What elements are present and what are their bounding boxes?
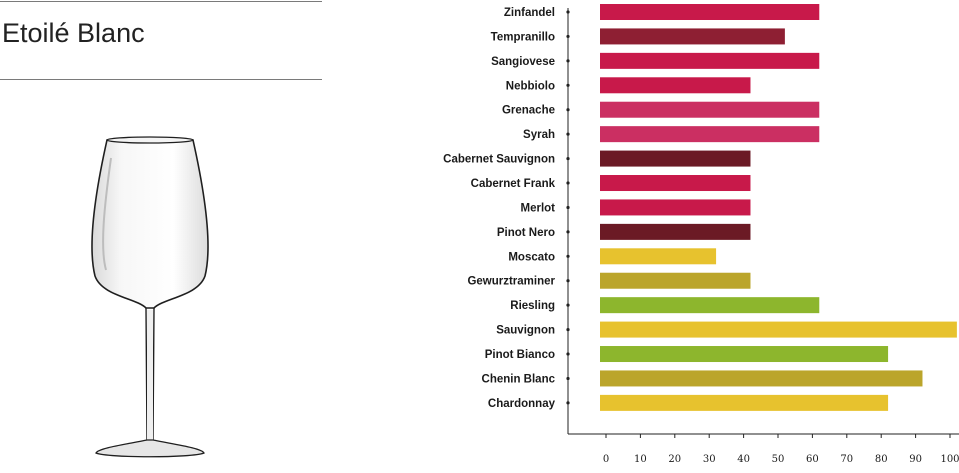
category-label: Sauvignon	[496, 325, 555, 337]
x-tick-label: 20	[668, 454, 681, 465]
bar	[600, 394, 889, 411]
x-tick-label: 80	[875, 454, 888, 465]
bar	[600, 150, 751, 167]
category-label: Riesling	[510, 300, 555, 312]
y-tick-mark	[566, 376, 570, 381]
y-tick-mark	[566, 303, 570, 307]
bar	[600, 272, 751, 289]
category-label: Zinfandel	[504, 7, 555, 19]
y-tick-mark	[566, 132, 570, 136]
y-tick-mark	[566, 352, 570, 356]
category-label: Chenin Blanc	[482, 373, 556, 385]
y-tick-mark	[566, 108, 570, 112]
title-underline	[0, 79, 322, 80]
x-tick-label: 60	[806, 454, 819, 465]
y-axis-ticks	[566, 10, 570, 405]
category-label: Syrah	[523, 129, 555, 141]
category-label: Pinot Bianco	[485, 349, 555, 361]
bar	[600, 321, 957, 338]
bar	[600, 370, 923, 387]
category-label: Merlot	[521, 202, 556, 214]
category-label: Tempranillo	[491, 31, 555, 43]
x-tick-label: 30	[703, 454, 716, 465]
category-label: Chardonnay	[488, 398, 556, 410]
y-tick-mark	[566, 205, 570, 210]
bar	[600, 101, 820, 118]
bar	[600, 77, 751, 94]
bar	[600, 346, 889, 363]
bar	[600, 223, 751, 240]
category-label: Moscato	[508, 251, 555, 263]
y-tick-mark	[566, 83, 570, 87]
y-tick-mark	[566, 254, 570, 258]
x-tick-label: 70	[840, 454, 853, 465]
bar	[600, 199, 751, 216]
bar	[600, 248, 717, 265]
y-tick-mark	[566, 401, 570, 405]
category-label: Cabernet Frank	[471, 178, 556, 190]
category-label: Pinot Nero	[497, 227, 555, 239]
product-title: Etoilé Blanc	[2, 18, 145, 48]
y-tick-mark	[566, 181, 570, 185]
category-labels: Zinfandel Tempranillo Sangiovese Nebbiolo Gr…	[443, 7, 555, 410]
category-label: Cabernet Sauvignon	[443, 154, 555, 166]
y-tick-mark	[566, 156, 570, 161]
y-tick-mark	[566, 10, 570, 14]
x-tick-label: 90	[909, 454, 922, 465]
x-axis-ticks	[605, 434, 951, 438]
top-rule	[0, 1, 322, 2]
category-label: Sangiovese	[491, 56, 555, 68]
y-tick-mark	[566, 34, 570, 39]
x-tick-label: 0	[603, 454, 609, 465]
category-label: Nebbiolo	[506, 80, 555, 92]
bar	[600, 126, 820, 143]
x-tick-label: 40	[737, 454, 750, 465]
category-label: Gewurztraminer	[467, 276, 555, 288]
y-tick-mark	[566, 279, 570, 283]
bar-series	[600, 4, 957, 411]
bar	[600, 175, 751, 192]
x-tick-label: 50	[772, 454, 785, 465]
bar	[600, 28, 785, 45]
bar	[600, 297, 820, 314]
category-label: Grenache	[502, 105, 555, 117]
x-tick-label: 10	[634, 454, 647, 465]
y-tick-mark	[566, 327, 570, 332]
y-tick-mark	[566, 59, 570, 63]
bar	[600, 52, 820, 69]
y-tick-mark	[566, 230, 570, 234]
x-tick-labels: 0 10 20 30 40 50 60 70 80 90 100	[603, 454, 959, 465]
bar	[600, 4, 820, 20]
x-tick-label: 100	[940, 454, 959, 465]
wine-glass-icon	[78, 118, 222, 468]
